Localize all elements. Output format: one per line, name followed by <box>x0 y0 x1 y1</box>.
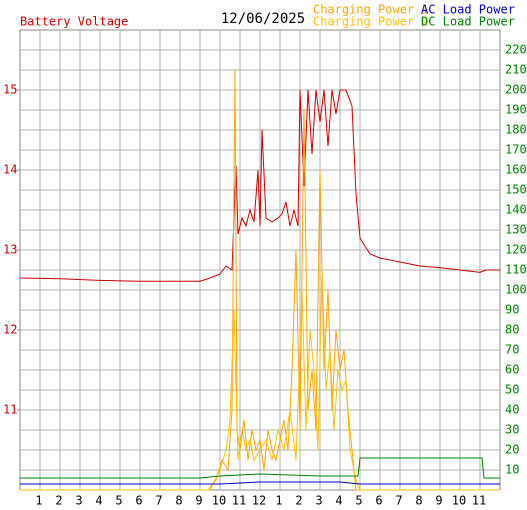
legend-label: Charging Power 2 <box>313 15 429 29</box>
series-line <box>20 269 500 491</box>
y2-tick-label: 120 <box>505 243 527 257</box>
y-tick-label: 15 <box>3 83 17 97</box>
y-tick-label: 12 <box>3 323 17 337</box>
y2-tick-label: 170 <box>505 143 527 157</box>
x-tick-label: 9 <box>435 494 442 508</box>
y2-tick-label: 130 <box>505 223 527 237</box>
x-tick-label: 6 <box>135 494 142 508</box>
x-tick-label: 4 <box>95 494 102 508</box>
y2-tick-label: 200 <box>505 83 527 97</box>
x-tick-label: 7 <box>395 494 402 508</box>
y2-tick-label: 90 <box>505 303 519 317</box>
x-tick-label: 1 <box>35 494 42 508</box>
legend-label: Charging Power 1 <box>313 3 429 17</box>
y2-tick-label: 210 <box>505 63 527 77</box>
legend-label: AC Load Power <box>421 3 515 17</box>
x-tick-label: 3 <box>315 494 322 508</box>
x-tick-label: 12 <box>252 494 266 508</box>
x-tick-label: 11 <box>232 494 246 508</box>
y-tick-label: 14 <box>3 163 17 177</box>
x-tick-label: 10 <box>452 494 466 508</box>
y2-tick-label: 30 <box>505 423 519 437</box>
x-tick-label: 7 <box>155 494 162 508</box>
x-tick-label: 3 <box>75 494 82 508</box>
y2-tick-label: 20 <box>505 443 519 457</box>
chart-title: 12/06/2025 <box>221 11 305 27</box>
x-tick-label: 9 <box>195 494 202 508</box>
y-tick-label: 11 <box>3 403 17 417</box>
x-tick-label: 5 <box>355 494 362 508</box>
y2-tick-label: 100 <box>505 283 527 297</box>
y2-tick-label: 50 <box>505 383 519 397</box>
x-tick-label: 6 <box>375 494 382 508</box>
y2-tick-label: 160 <box>505 163 527 177</box>
y-axis-label: Battery Voltage <box>20 15 128 29</box>
y2-tick-label: 40 <box>505 403 519 417</box>
y2-tick-label: 110 <box>505 263 527 277</box>
x-tick-label: 8 <box>175 494 182 508</box>
y2-tick-label: 70 <box>505 343 519 357</box>
series-line <box>19 89 500 282</box>
y2-tick-label: 190 <box>505 103 527 117</box>
x-tick-label: 11 <box>472 494 486 508</box>
x-tick-label: 5 <box>115 494 122 508</box>
x-tick-label: 4 <box>335 494 342 508</box>
y2-tick-label: 10 <box>505 463 519 477</box>
series-line <box>20 457 500 479</box>
series-line <box>20 481 500 485</box>
x-tick-label: 10 <box>212 494 226 508</box>
y2-tick-label: 150 <box>505 183 527 197</box>
x-tick-label: 2 <box>55 494 62 508</box>
x-tick-label: 2 <box>295 494 302 508</box>
y2-tick-label: 60 <box>505 363 519 377</box>
y2-tick-label: 220 <box>505 43 527 57</box>
y-tick-label: 13 <box>3 243 17 257</box>
y2-tick-label: 180 <box>505 123 527 137</box>
y2-tick-label: 80 <box>505 323 519 337</box>
x-tick-label: 8 <box>415 494 422 508</box>
y2-tick-label: 140 <box>505 203 527 217</box>
legend-label: DC Load Power <box>421 15 515 29</box>
x-tick-label: 1 <box>275 494 282 508</box>
